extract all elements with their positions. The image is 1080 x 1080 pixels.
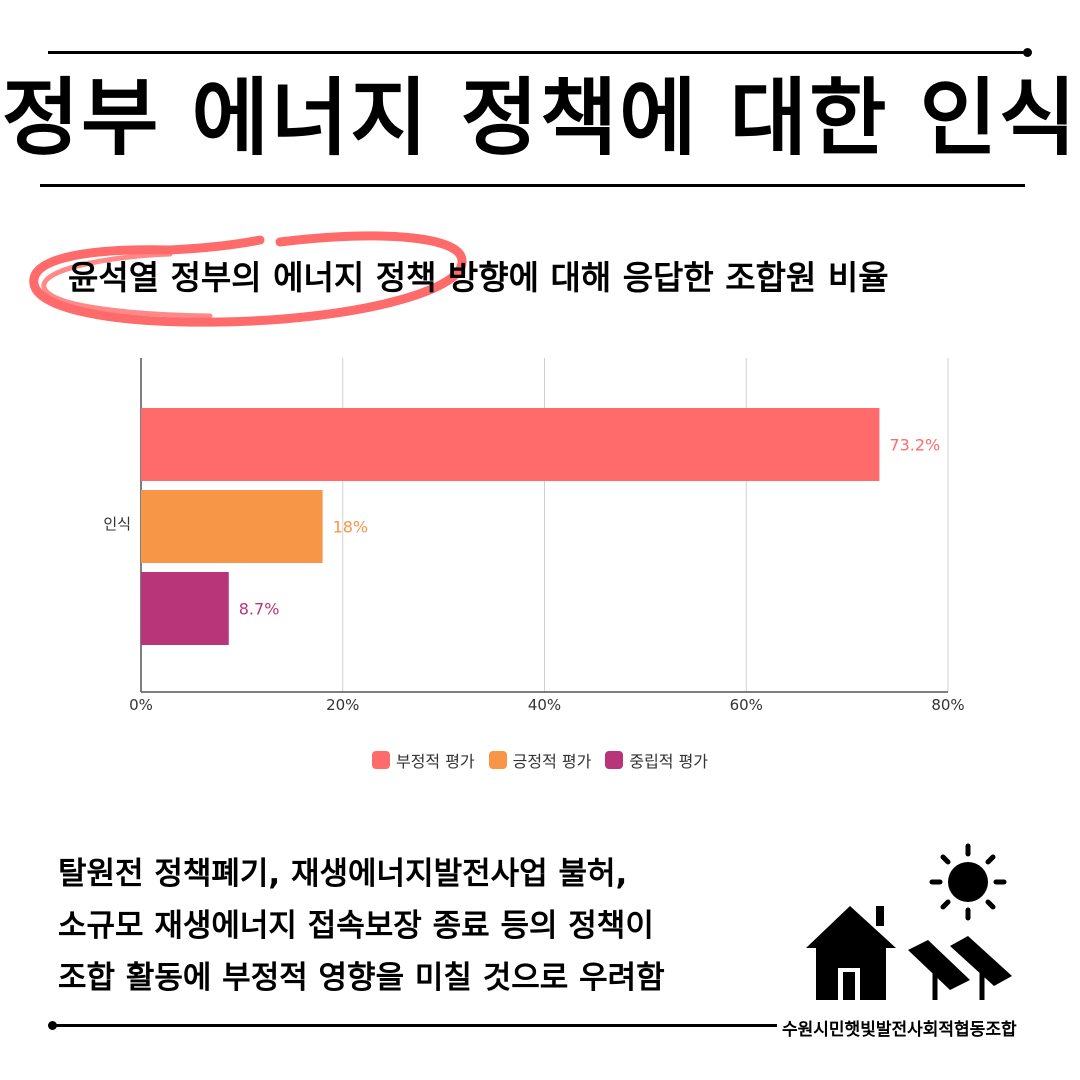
x-tick-label: 40% [528,696,561,714]
bar [141,572,229,645]
top-rule [48,51,1028,54]
x-tick-label: 0% [129,696,153,714]
legend-swatch-negative [371,751,390,769]
highlight-ellipse [29,231,467,327]
legend-label-neutral: 중립적 평가 [629,752,709,771]
bottom-rule [52,1024,777,1027]
y-category-label: 인식 [103,515,131,533]
bar [141,490,323,563]
bar-value-label: 73.2% [889,436,940,455]
summary-text: 탈원전 정책폐기, 재생에너지발전사업 불허, 소규모 재생에너지 접속보장 종… [58,848,665,1004]
legend-swatch-neutral [605,751,624,769]
x-tick-label: 20% [326,696,359,714]
legend-item-negative: 부정적 평가 [371,748,475,772]
top-rule-end-dot [1023,48,1032,57]
summary-line-3: 조합 활동에 부정적 영향을 미칠 것으로 우려함 [58,960,665,996]
bar-value-label: 18% [333,518,369,537]
bar [141,408,880,481]
solar-panel-icon [908,936,1012,1000]
legend-label-positive: 긍정적 평가 [512,752,592,771]
summary-line-2: 소규모 재생에너지 접속보장 종료 등의 정책이 [58,908,654,944]
legend-swatch-positive [488,751,507,769]
house-icon [806,906,896,1000]
x-tick-label: 60% [730,696,763,714]
x-tick-label: 80% [931,696,964,714]
chart-subtitle: 윤석열 정부의 에너지 정책 방향에 대해 응답한 조합원 비율 [68,258,889,297]
chart-legend: 부정적 평가 긍정적 평가 중립적 평가 [0,748,1080,772]
bar-chart: 0% 20% 40% 60% 80% 인식 73.2% 18% 8.7% [103,358,965,714]
legend-label-negative: 부정적 평가 [395,752,475,771]
bar-value-label: 8.7% [239,600,280,619]
page-title: 정부 에너지 정책에 대한 인식 [1,69,1079,167]
summary-line-1: 탈원전 정책폐기, 재생에너지발전사업 불허, [58,856,628,892]
legend-item-neutral: 중립적 평가 [605,748,708,772]
title-underline [40,184,1025,187]
sun-icon [929,843,1007,921]
organization-name: 수원시민햇빛발전사회적협동조합 [782,1020,1017,1040]
legend-item-positive: 긍정적 평가 [488,748,592,772]
solar-illustration [806,843,1012,1000]
